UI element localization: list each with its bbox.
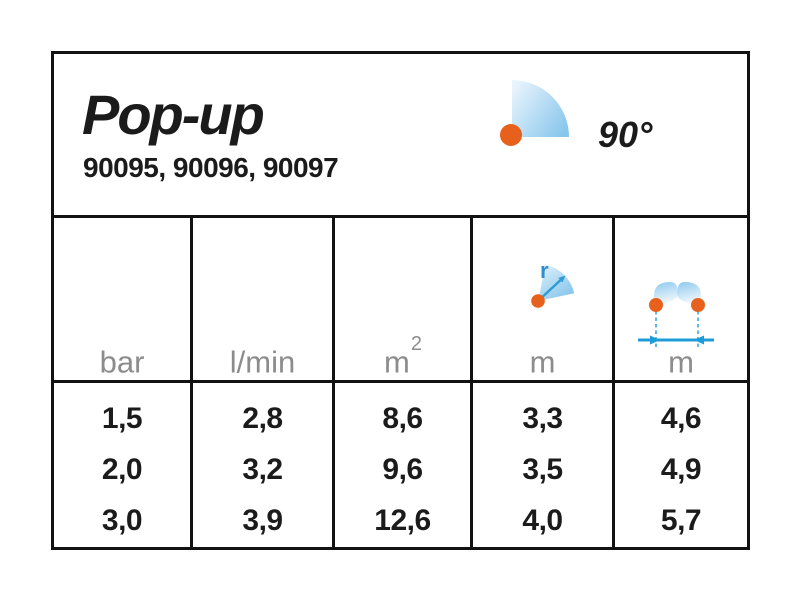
table-cell: 12,6: [374, 504, 431, 537]
header-pressure: bar: [54, 218, 190, 383]
column-spray-width-m: m 4,6 4,9 5,7: [612, 218, 747, 547]
table-cell: 3,5: [522, 453, 563, 486]
spray-sector-shape: [512, 80, 569, 137]
unit-label-width-m: m: [668, 344, 694, 379]
table-columns: bar 1,5 2,0 3,0 l/min 2,8 3,2 3,9: [54, 218, 747, 547]
data-area: 8,6 9,6 12,6: [335, 383, 470, 547]
table-cell: 5,7: [660, 504, 702, 537]
spray-width-icon: [638, 282, 714, 350]
data-radius: 3,3 3,5 4,0: [473, 383, 612, 547]
header-spray-width: m: [615, 218, 747, 383]
data-flow: 2,8 3,2 3,9: [193, 383, 332, 547]
left-spray-plume: [654, 282, 678, 304]
table-cell: 1,5: [101, 402, 143, 435]
unit-label-lmin: l/min: [229, 344, 296, 379]
radius-r-label: r: [540, 258, 549, 283]
header-flow: l/min: [193, 218, 332, 383]
title-band: Pop-up 90095, 90096, 90097 90°: [54, 54, 747, 218]
sprinkler-dot: [531, 294, 545, 308]
spray-angle-label: 90°: [598, 114, 653, 155]
unit-label-m2: m2: [384, 332, 422, 379]
left-arrow-head: [650, 335, 660, 345]
header-area: m2: [335, 218, 470, 383]
table-cell: 9,6: [382, 453, 423, 486]
column-radius-m: r m 3,3 3,5 4,0: [470, 218, 612, 547]
sprinkler-dot: [649, 298, 663, 312]
column-pressure-bar: bar 1,5 2,0 3,0: [54, 218, 190, 547]
sprinkler-dot: [500, 124, 522, 146]
table-cell: 3,0: [101, 504, 143, 537]
unit-label-bar: bar: [99, 344, 145, 379]
table-cell: 8,6: [382, 402, 423, 435]
table-cell: 3,9: [242, 504, 283, 537]
sprinkler-dot: [691, 298, 705, 312]
table-cell: 3,2: [242, 453, 283, 486]
spray-angle-90-icon: [500, 80, 569, 146]
radius-icon: r: [531, 258, 575, 308]
right-arrow-head: [694, 335, 704, 345]
table-cell: 4,0: [522, 504, 563, 537]
table-cell: 4,6: [660, 402, 702, 435]
header-radius: r m: [473, 218, 612, 383]
right-spray-plume: [677, 282, 701, 304]
column-flow-lmin: l/min 2,8 3,2 3,9: [190, 218, 332, 547]
unit-label-radius-m: m: [529, 344, 556, 379]
product-title: Pop-up: [82, 83, 265, 146]
table-cell: 2,8: [242, 402, 283, 435]
table-cell: 4,9: [660, 453, 702, 486]
product-model-numbers: 90095, 90096, 90097: [83, 152, 339, 183]
data-pressure: 1,5 2,0 3,0: [54, 383, 190, 547]
table-cell: 2,0: [101, 453, 143, 486]
radius-arrow-head: [558, 275, 566, 283]
data-spray-width: 4,6 4,9 5,7: [615, 383, 747, 547]
spec-table: Pop-up 90095, 90096, 90097 90° bar: [51, 51, 750, 550]
table-cell: 3,3: [522, 402, 563, 435]
column-area-m2: m2 8,6 9,6 12,6: [332, 218, 470, 547]
